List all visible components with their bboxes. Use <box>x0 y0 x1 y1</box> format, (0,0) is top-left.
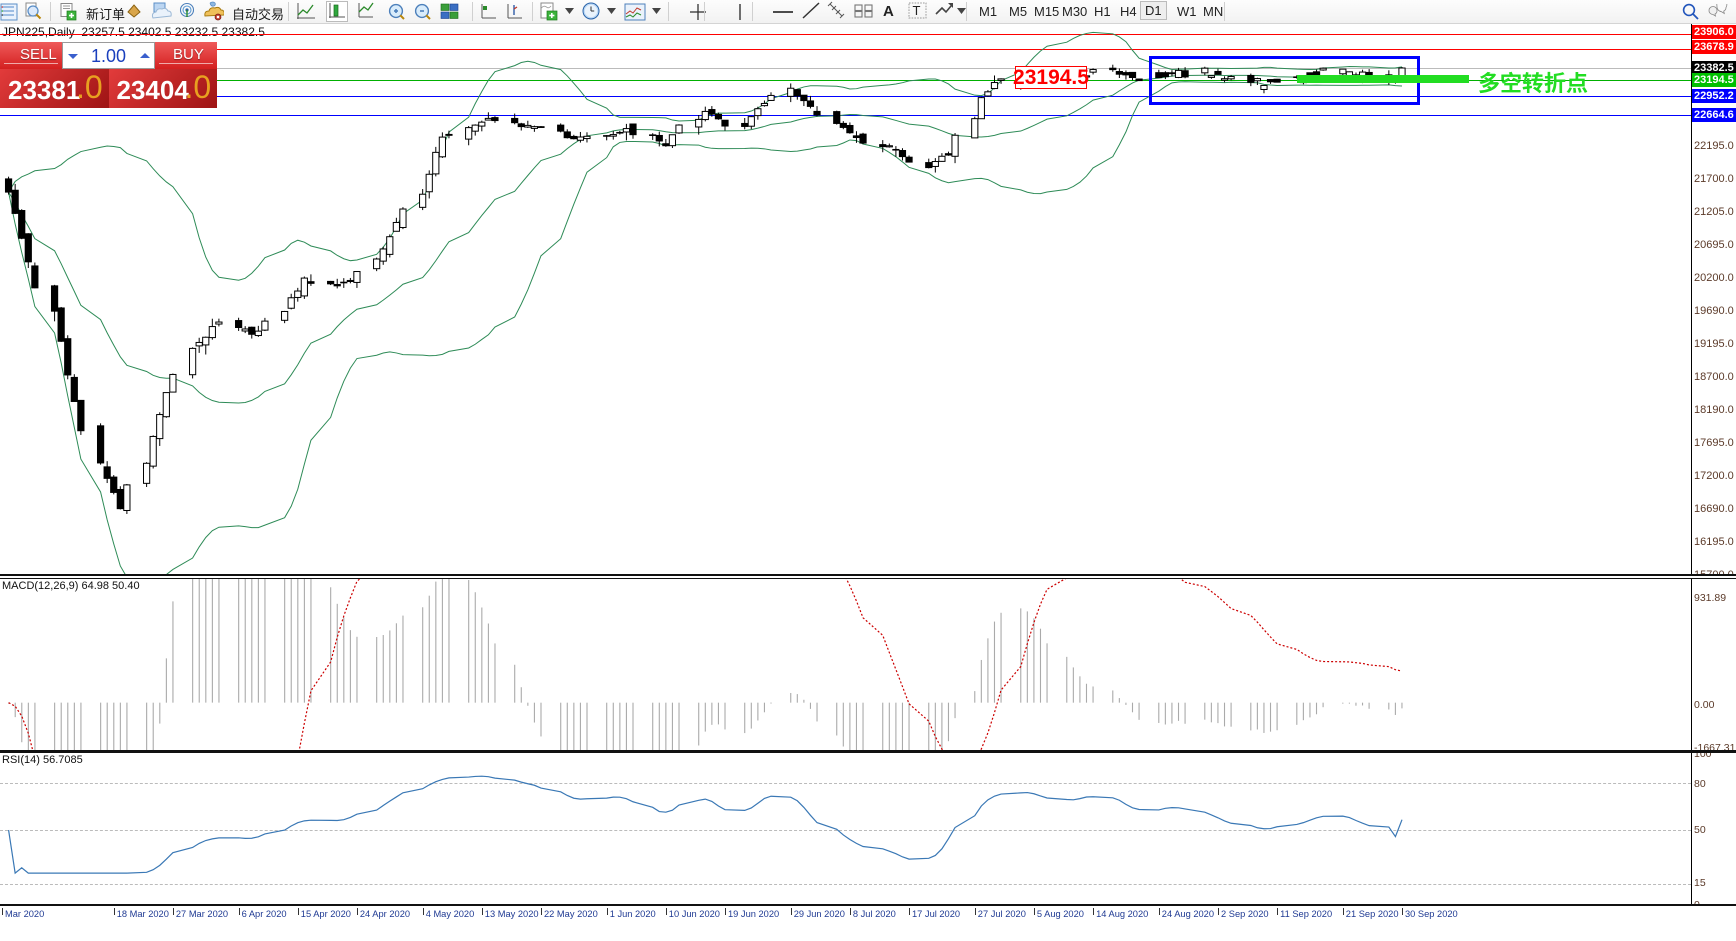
svg-text:A: A <box>883 3 894 20</box>
svg-text:T: T <box>913 3 921 18</box>
